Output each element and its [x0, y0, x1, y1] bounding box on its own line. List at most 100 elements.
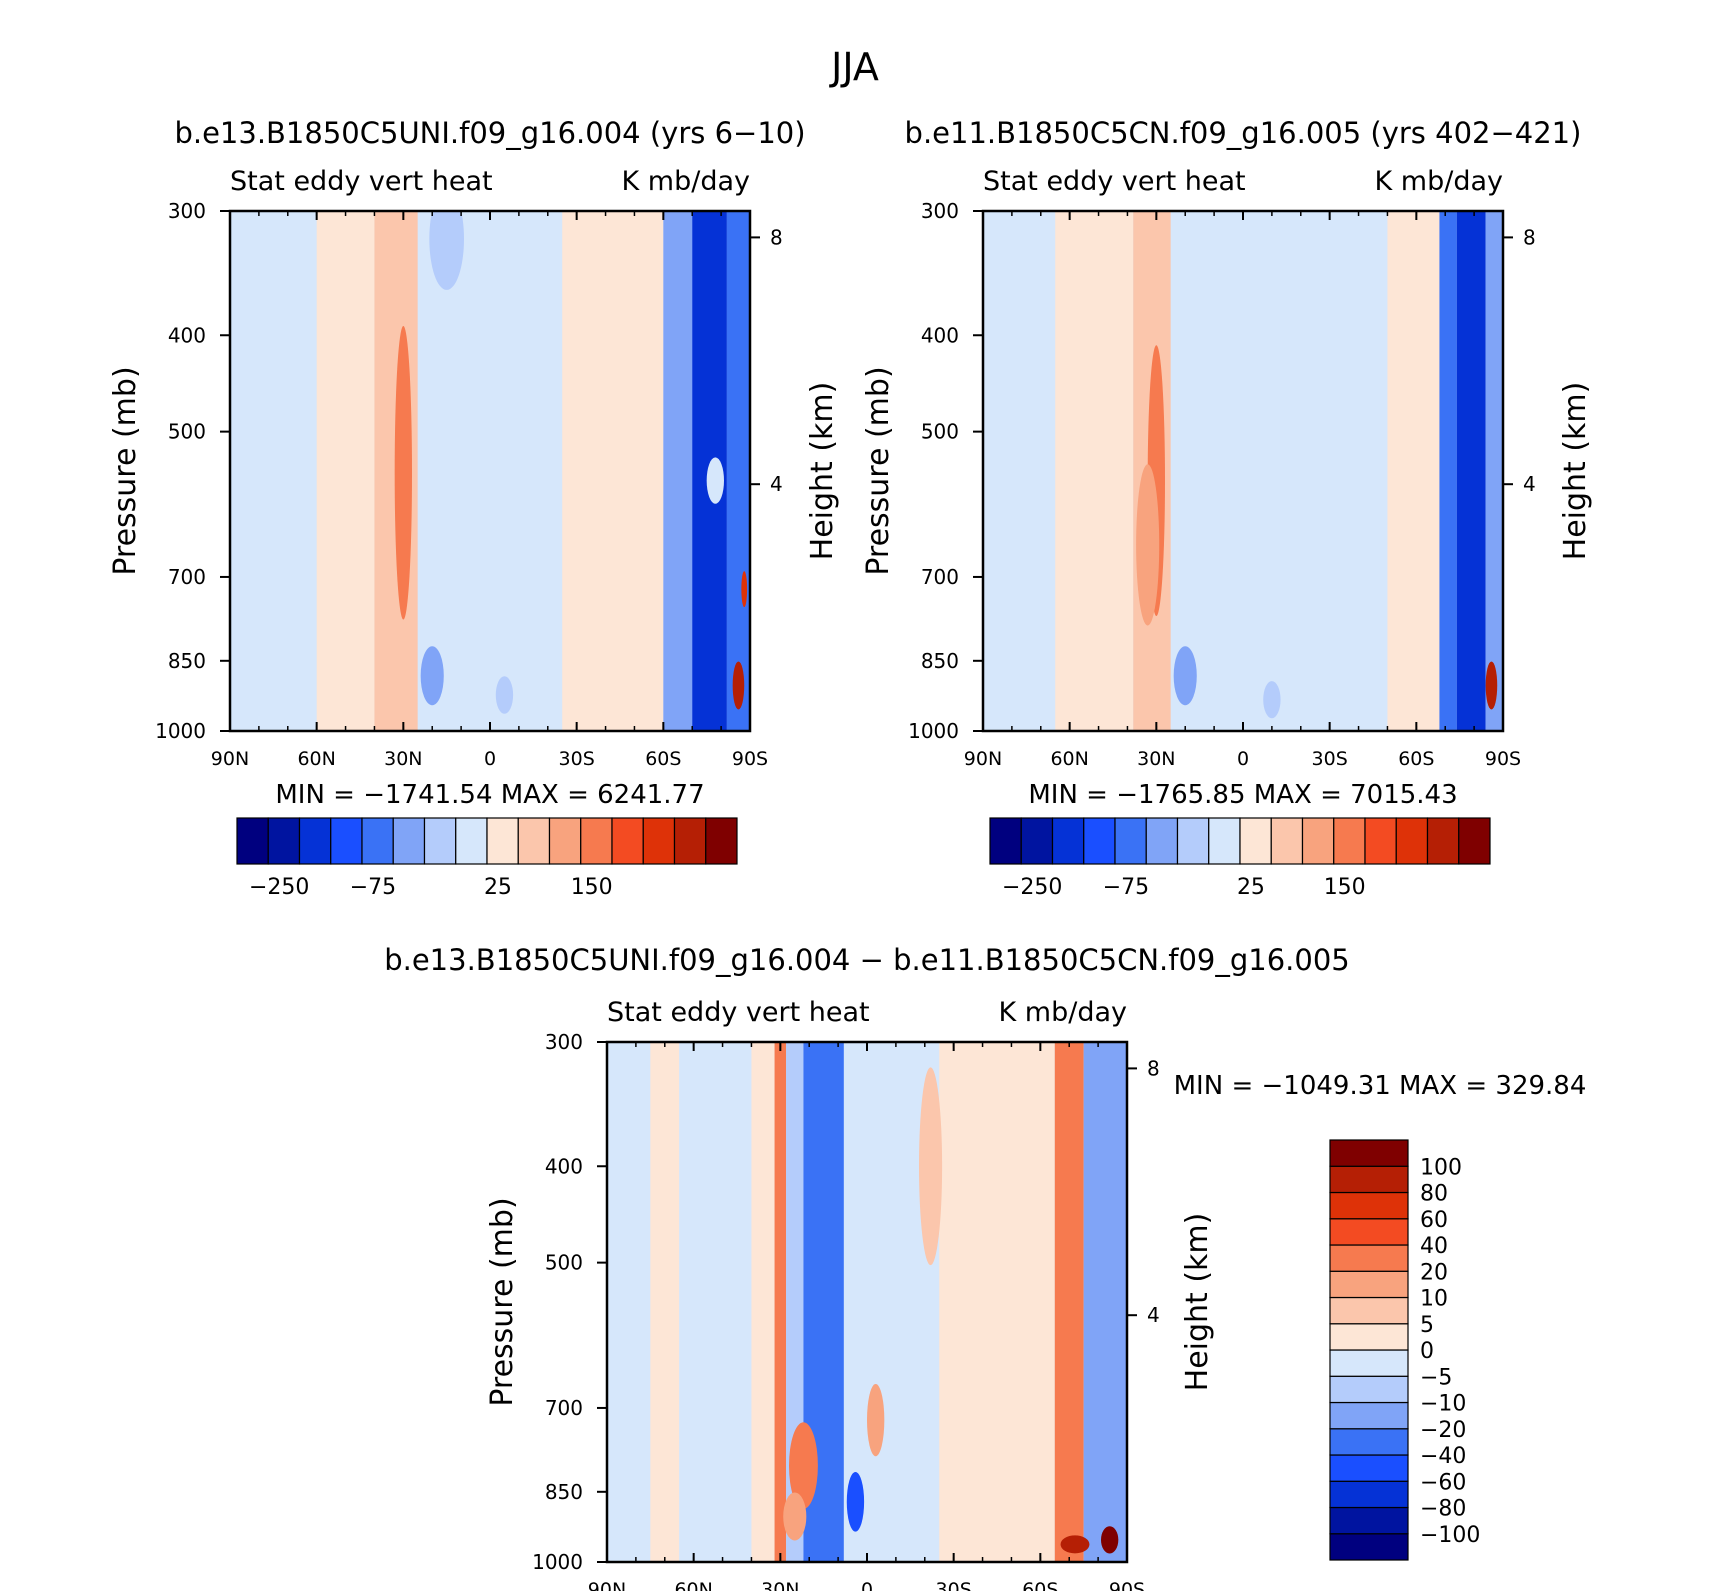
colorbar-cell [1329, 1191, 1409, 1220]
colorbar-label: 150 [1324, 875, 1366, 900]
field-blob [495, 676, 514, 714]
colorbar-cell [1329, 1506, 1409, 1535]
field-band [843, 1042, 882, 1562]
colorbar-cell [1329, 1401, 1409, 1430]
panel2-min-max: MIN = −1765.85 MAX = 7015.43 [1028, 780, 1457, 810]
y-tick-label: 300 [545, 1030, 583, 1054]
colorbar-cell [1020, 817, 1054, 865]
colorbar-cell [1329, 1244, 1409, 1272]
field-band [1387, 211, 1440, 731]
field-band [1439, 211, 1457, 731]
y-tick-label: 500 [921, 420, 959, 444]
x-tick-label: 60S [645, 748, 681, 770]
field-blob [783, 1492, 807, 1541]
x-tick-label: 30S [559, 748, 595, 770]
panel2-colorbar: −250 −75 25 150 [989, 817, 1491, 900]
field-band [774, 1042, 787, 1562]
colorbar-cell [1329, 1428, 1409, 1456]
y-tick-label: 300 [168, 199, 206, 223]
x-tick-label: 90S [732, 748, 768, 770]
colorbar-label: −75 [1103, 875, 1149, 900]
x-tick-label: 60N [1050, 748, 1088, 770]
x-tick-label: 60S [1398, 748, 1434, 770]
panel2-field [983, 211, 1503, 731]
panel2-y2label: Height (km) [1558, 382, 1593, 561]
field-blob [1060, 1535, 1090, 1554]
x-tick-label: 60S [1022, 1579, 1058, 1591]
colorbar-cell [1329, 1454, 1409, 1482]
colorbar-cell [1329, 1165, 1409, 1194]
x-tick-label: 30S [936, 1579, 972, 1591]
colorbar-cell [1329, 1139, 1409, 1167]
x-tick-label: 30N [1137, 748, 1175, 770]
field-blob [1136, 464, 1160, 626]
colorbar-cell [1329, 1480, 1409, 1509]
x-tick-label: 90N [588, 1579, 626, 1591]
panel1-right-label: K mb/day [622, 166, 751, 197]
field-band [1485, 211, 1503, 731]
field-band [663, 211, 693, 731]
y-tick-label: 700 [921, 565, 959, 589]
colorbar-cell [1329, 1218, 1409, 1246]
colorbar-cell [361, 817, 394, 865]
x-tick-label: 30N [384, 748, 422, 770]
x-tick-label: 0 [1237, 748, 1249, 770]
colorbar-label: 20 [1420, 1260, 1448, 1285]
field-band [1456, 211, 1486, 731]
y-tick-label: 700 [168, 565, 206, 589]
colorbar-label: −75 [350, 875, 396, 900]
colorbar-label: 40 [1420, 1234, 1448, 1259]
colorbar-label: −40 [1420, 1444, 1466, 1469]
colorbar-cell [1051, 817, 1085, 865]
colorbar-cell [1458, 817, 1491, 865]
x-tick-label: 0 [861, 1579, 873, 1591]
field-band [475, 211, 563, 731]
y-tick-label: 400 [168, 323, 206, 347]
panel3-right-label: K mb/day [999, 997, 1128, 1028]
field-band [726, 211, 750, 731]
field-blob [1173, 646, 1197, 706]
y-tick-label: 400 [545, 1154, 583, 1178]
x-tick-label: 90S [1485, 748, 1521, 770]
field-band [1055, 211, 1134, 731]
panel3-min-max: MIN = −1049.31 MAX = 329.84 [1174, 1071, 1587, 1101]
field-band [939, 1042, 1055, 1562]
field-blob [741, 571, 748, 608]
colorbar-cell [1329, 1375, 1409, 1404]
panel3-left-label: Stat eddy vert heat [607, 997, 870, 1028]
panel1-axes: 90N 60N 30N 0 30S 60S 90S 300 400 500 700 850 1000 8 4 [155, 199, 783, 770]
panel1: b.e13.B1850C5UNI.f09_g16.004 (yrs 6−10) … [108, 116, 840, 900]
colorbar-label: −20 [1420, 1418, 1466, 1443]
field-band [230, 211, 317, 731]
colorbar-cell [1301, 817, 1335, 865]
field-blob [1263, 681, 1281, 719]
y2-tick-label: 4 [1523, 472, 1536, 496]
field-band [650, 1042, 680, 1562]
colorbar-cell [1270, 817, 1304, 865]
colorbar-label: −60 [1420, 1470, 1466, 1495]
colorbar-cell [1145, 817, 1179, 865]
colorbar-label: 100 [1420, 1155, 1462, 1180]
panel1-title: b.e13.B1850C5UNI.f09_g16.004 (yrs 6−10) [174, 116, 805, 150]
panel3-axes: 90N 60N 30N 0 30S 60S 90S 300 400 500 700 850 1000 8 4 [532, 1030, 1160, 1591]
colorbar-cell [236, 817, 269, 865]
x-tick-label: 90N [964, 748, 1002, 770]
colorbar-cell [1208, 817, 1241, 865]
colorbar-cell [1329, 1270, 1409, 1299]
field-blob [1485, 661, 1498, 710]
field-blob [420, 646, 444, 706]
x-tick-label: 90S [1109, 1579, 1145, 1591]
field-band [1170, 211, 1388, 731]
field-band [607, 1042, 651, 1562]
field-band [679, 1042, 752, 1562]
colorbar-cell [705, 817, 738, 865]
y-tick-label: 700 [545, 1396, 583, 1420]
colorbar-label: 25 [484, 875, 512, 900]
field-band [316, 211, 375, 731]
field-band [751, 1042, 775, 1562]
field-blob [706, 457, 724, 504]
field-band [1054, 1042, 1084, 1562]
colorbar-label: −100 [1420, 1523, 1480, 1548]
